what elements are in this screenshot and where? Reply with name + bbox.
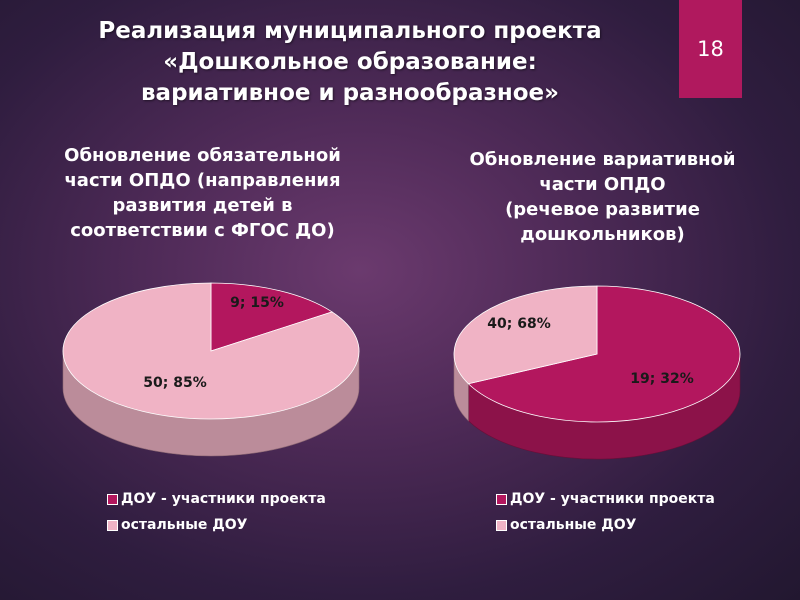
pie-slice xyxy=(210,282,334,352)
pie-slice xyxy=(467,285,741,423)
chart-title-line: развития детей в xyxy=(112,195,293,216)
slide-title: Реализация муниципального проекта «Дошко… xyxy=(60,16,640,109)
chart-title-line: части ОПДО xyxy=(539,174,666,195)
legend-item: ДОУ - участники проекта xyxy=(496,488,715,510)
slide-title-line: Реализация муниципального проекта xyxy=(98,18,602,44)
legend-item: остальные ДОУ xyxy=(107,514,326,536)
chart-title-left: Обновление обязательной части ОПДО (напр… xyxy=(55,143,350,243)
pie-chart-2: 40; 68% 19; 32% xyxy=(453,285,741,460)
legend-right: ДОУ - участники проекта остальные ДОУ xyxy=(496,488,715,540)
chart-title-line: соответствии с ФГОС ДО) xyxy=(70,220,335,241)
legend-swatch xyxy=(107,493,118,505)
chart-title-line: (речевое развитие xyxy=(505,199,700,220)
legend-left: ДОУ - участники проекта остальные ДОУ xyxy=(107,488,326,540)
pie-slice xyxy=(453,285,598,385)
legend-swatch xyxy=(496,493,507,505)
data-label: 40; 68% xyxy=(487,316,550,332)
pie-chart-1: 9; 15% 50; 85% xyxy=(62,282,360,457)
legend-swatch xyxy=(496,519,507,531)
pie-slice xyxy=(62,282,360,420)
legend-label: остальные ДОУ xyxy=(121,517,248,533)
slide-title-line: вариативное и разнообразное» xyxy=(141,80,559,106)
chart-title-right: Обновление вариативной части ОПДО (речев… xyxy=(455,147,750,247)
chart-title-line: дошкольников) xyxy=(520,224,685,245)
page-number: 18 xyxy=(697,37,724,61)
legend-item: остальные ДОУ xyxy=(496,514,715,536)
legend-label: ДОУ - участники проекта xyxy=(121,491,326,507)
slide-title-line: «Дошкольное образование: xyxy=(163,49,537,75)
chart-title-line: части ОПДО (направления xyxy=(64,170,341,191)
data-label: 50; 85% xyxy=(143,375,206,391)
page-number-tab: 18 xyxy=(679,0,742,98)
data-label: 9; 15% xyxy=(230,295,284,311)
data-label: 19; 32% xyxy=(630,371,693,387)
chart-title-line: Обновление обязательной xyxy=(64,145,341,166)
chart-title-line: Обновление вариативной xyxy=(469,149,736,170)
legend-label: ДОУ - участники проекта xyxy=(510,491,715,507)
legend-label: остальные ДОУ xyxy=(510,517,637,533)
legend-swatch xyxy=(107,519,118,531)
legend-item: ДОУ - участники проекта xyxy=(107,488,326,510)
